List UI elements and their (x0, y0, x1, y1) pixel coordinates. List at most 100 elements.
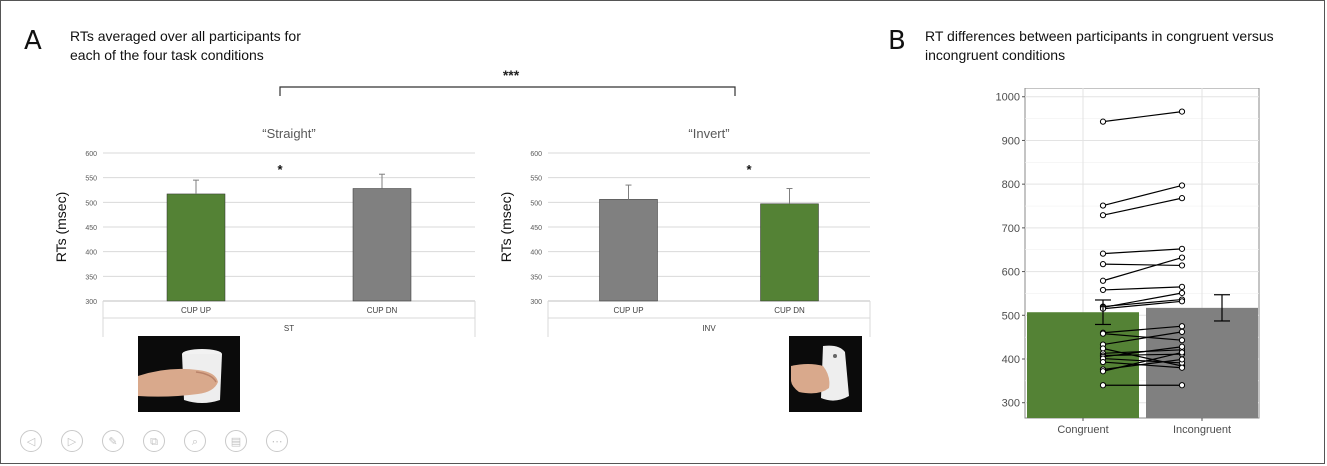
panel-b-title: RT differences between participants in c… (925, 27, 1274, 65)
x-tick-label: CUP UP (181, 306, 211, 315)
y-tick-label: 400 (85, 250, 97, 257)
participant-line (1102, 346, 1183, 358)
chart-straight: “Straight” RTs (msec) 300 350 400 450 500 550 60… (53, 126, 476, 337)
bar (760, 203, 819, 302)
participant-line (1102, 333, 1183, 341)
bar (352, 188, 412, 302)
y-tick-label: 350 (85, 274, 97, 281)
participant-line (1102, 325, 1183, 334)
print-icon[interactable]: ▤ (225, 430, 247, 452)
y-tick-label: 300 (530, 299, 542, 306)
panel-a-letter: A (24, 26, 42, 56)
participant-line (1102, 184, 1183, 207)
y-tick-label: 450 (530, 225, 542, 232)
participant-point (1178, 289, 1186, 297)
y-tick-label: 450 (85, 225, 97, 232)
y-tick-label: 1000 (996, 92, 1020, 104)
significance-label: * (277, 162, 283, 177)
chart-participant-differences: 3004005006007008009001000RTs (msec)Congr… (996, 88, 1260, 436)
hand-grasp-cup-down-photo (789, 336, 862, 412)
next-icon[interactable]: ▷ (61, 430, 83, 452)
y-tick-label: 500 (1002, 310, 1020, 322)
y-tick-label: 600 (85, 151, 97, 158)
between-sig-label: *** (503, 67, 520, 83)
participant-line (1102, 292, 1183, 309)
zoom-icon[interactable]: ⌕ (184, 430, 206, 452)
bar (166, 193, 226, 302)
prev-icon[interactable]: ◁ (20, 430, 42, 452)
y-tick-label: 800 (1002, 179, 1020, 191)
panel-a-title: RTs averaged over all participants for e… (70, 27, 301, 65)
cup-up-hand-illustration (138, 336, 240, 412)
participant-point (1099, 250, 1107, 257)
y-tick-label: 600 (530, 151, 542, 158)
participant-point (1178, 283, 1186, 290)
x-tick-label: CUP DN (774, 306, 805, 315)
participant-point (1099, 382, 1107, 389)
bar (599, 199, 658, 302)
panel-a-title-line1: RTs averaged over all participants for (70, 28, 301, 44)
chart-title: “Straight” (262, 126, 315, 141)
chart-invert: “Invert” RTs (msec) 300 350 400 450 500 550 600 C… (498, 126, 871, 337)
y-tick-label: 700 (1002, 223, 1020, 235)
group-label: ST (284, 324, 294, 333)
y-tick-label: 600 (1002, 267, 1020, 279)
bar (1146, 307, 1258, 418)
edit-icon[interactable]: ✎ (102, 430, 124, 452)
panel-b-title-line2: incongruent conditions (925, 47, 1066, 63)
participant-point (1178, 254, 1186, 261)
participant-point (1178, 382, 1186, 389)
participant-point (1099, 202, 1107, 209)
panel-b-title-line1: RT differences between participants in c… (925, 28, 1274, 44)
participant-line (1102, 111, 1183, 123)
bar (1027, 312, 1139, 418)
hand-grasp-cup-up-photo (138, 336, 240, 412)
y-tick-label: 550 (85, 176, 97, 183)
participant-point (1099, 212, 1107, 219)
more-icon[interactable]: ⋯ (266, 430, 288, 452)
y-tick-label: 550 (530, 176, 542, 183)
participant-point (1099, 277, 1107, 284)
y-tick-label: 300 (1002, 398, 1020, 410)
participant-line (1102, 300, 1183, 310)
participant-point (1178, 328, 1186, 335)
participant-point (1099, 286, 1107, 294)
participant-line (1102, 331, 1183, 346)
panel-b-letter: B (888, 26, 906, 56)
participant-line (1102, 248, 1183, 255)
participant-point (1099, 330, 1107, 337)
y-tick-label: 350 (530, 274, 542, 281)
participant-point (1099, 118, 1107, 125)
y-tick-label: 500 (530, 200, 542, 207)
y-tick-label: 900 (1002, 135, 1020, 147)
y-axis-label: RTs (msec) (53, 192, 69, 263)
y-tick-label: 300 (85, 299, 97, 306)
participant-point (1178, 343, 1186, 350)
participant-point (1178, 245, 1186, 252)
y-axis-label: RTs (msec) (498, 192, 514, 263)
copy-icon[interactable]: ⧉ (143, 430, 165, 452)
participant-line (1102, 263, 1183, 267)
participant-point (1178, 108, 1186, 115)
participant-line (1102, 347, 1183, 367)
participant-point (1178, 323, 1186, 330)
y-tick-label: 400 (1002, 354, 1020, 366)
participant-line (1102, 257, 1183, 282)
significance-label: * (746, 162, 752, 177)
participant-line (1102, 351, 1183, 372)
participant-line (1102, 197, 1183, 216)
participant-point (1178, 298, 1186, 305)
participant-point (1178, 364, 1186, 371)
participant-point (1099, 368, 1107, 375)
panel-a-title-line2: each of the four task conditions (70, 47, 264, 63)
participant-line (1102, 286, 1183, 291)
participant-point (1099, 358, 1107, 366)
participant-point (1178, 349, 1186, 356)
participant-point (1178, 182, 1186, 189)
x-tick-label: Congruent (1057, 424, 1108, 436)
participant-line (1102, 357, 1183, 364)
group-label: INV (702, 324, 716, 333)
participant-point (1099, 261, 1107, 268)
